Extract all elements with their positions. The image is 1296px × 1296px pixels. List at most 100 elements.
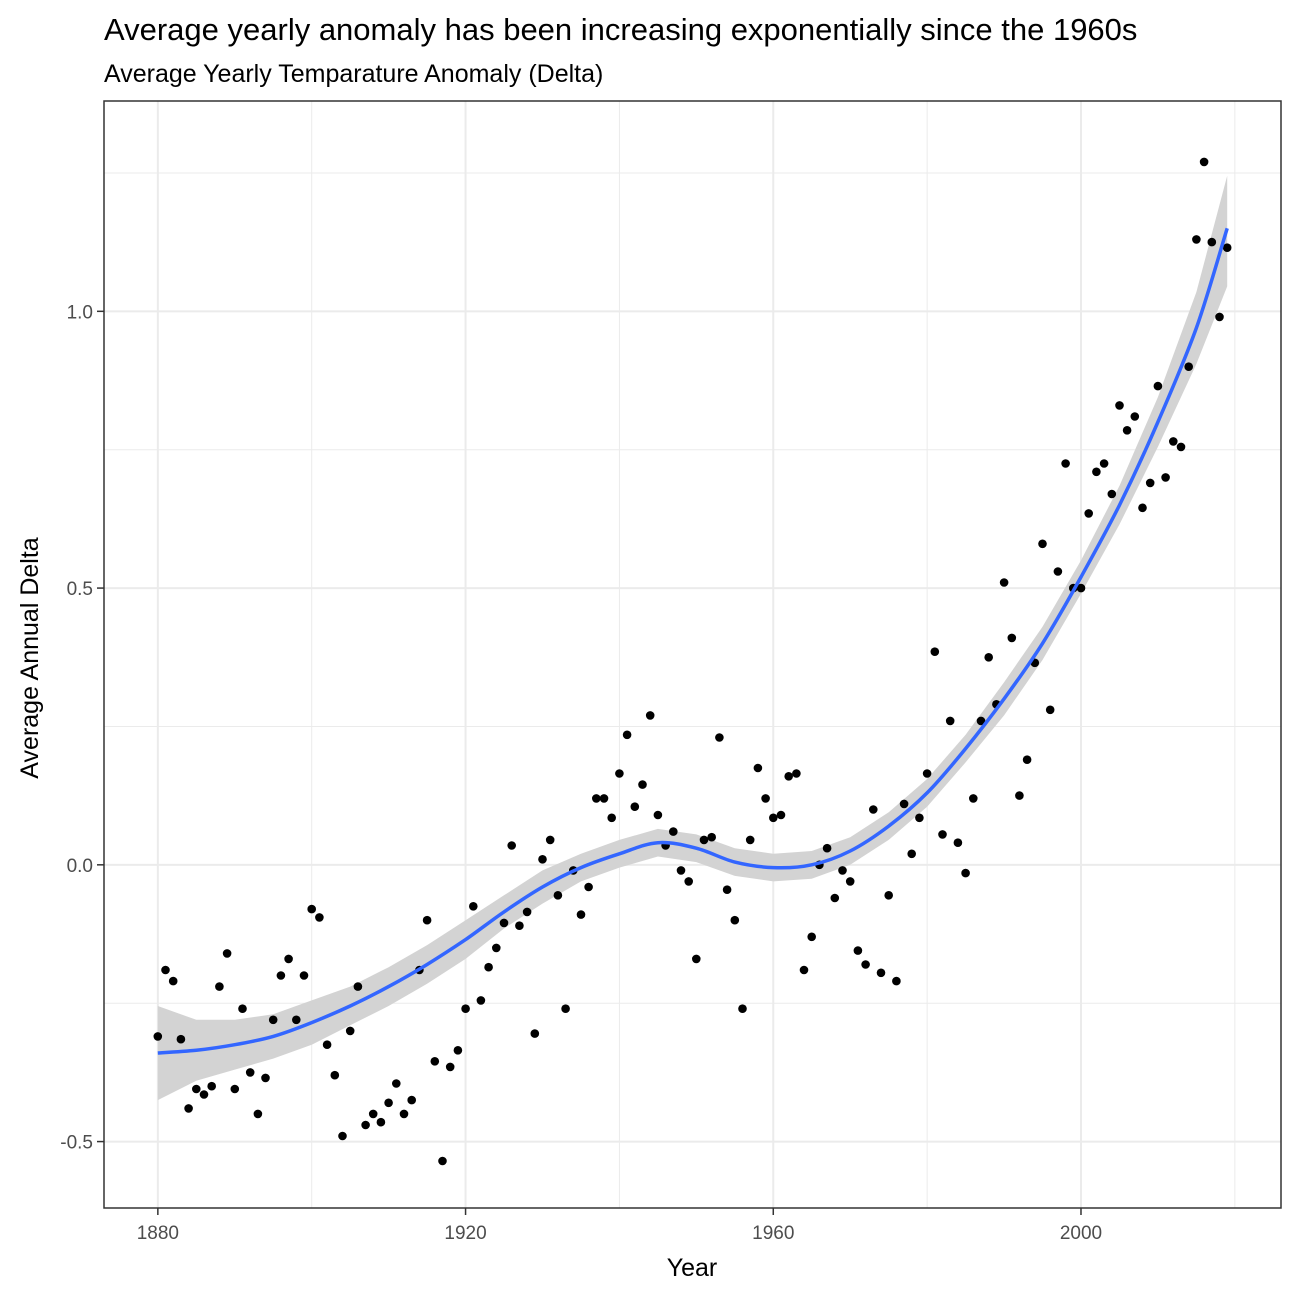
data-point-1924: [492, 943, 501, 953]
data-point-1937: [592, 794, 601, 803]
data-point-1943: [638, 780, 647, 789]
data-point-2019: [1222, 243, 1232, 252]
data-point-1917: [438, 1156, 447, 1166]
data-point-1928: [522, 907, 532, 917]
data-point-1913: [407, 1095, 417, 1105]
data-point-1986: [969, 794, 978, 803]
data-point-1911: [392, 1079, 401, 1088]
data-point-1909: [376, 1117, 386, 1127]
data-point-1891: [238, 1004, 247, 1013]
data-point-1960: [769, 813, 778, 823]
data-point-1953: [715, 733, 724, 742]
data-point-1922: [476, 996, 486, 1005]
data-point-1944: [645, 711, 655, 720]
data-point-1971: [853, 946, 863, 955]
panel-border: [103, 100, 1282, 1209]
data-point-1957: [745, 835, 755, 845]
data-point-2009: [1145, 478, 1155, 488]
data-point-1982: [938, 830, 947, 839]
data-point-2014: [1184, 362, 1193, 372]
y-tick-label-0: -0.5: [60, 1133, 93, 1154]
data-point-2003: [1099, 459, 1109, 468]
y-tick-label-1: 0.0: [67, 856, 93, 877]
data-point-1888: [215, 982, 224, 991]
data-point-1936: [584, 882, 593, 892]
data-point-1987: [976, 716, 986, 726]
data-point-2001: [1084, 509, 1093, 518]
data-point-1996: [1045, 705, 1055, 715]
data-point-2013: [1176, 442, 1186, 452]
x-axis-title: Year: [667, 1254, 718, 1282]
data-point-1886: [199, 1090, 209, 1099]
data-point-1907: [361, 1120, 370, 1130]
data-point-1974: [876, 968, 886, 978]
data-point-1910: [384, 1098, 393, 1108]
x-tick-label-1: 1920: [444, 1223, 486, 1244]
data-point-1988: [984, 653, 993, 662]
data-point-1983: [945, 716, 955, 726]
data-point-1884: [184, 1104, 193, 1113]
data-point-1932: [553, 891, 563, 900]
data-point-1993: [1022, 755, 1032, 764]
data-point-1898: [292, 1015, 301, 1025]
data-point-1970: [845, 877, 855, 886]
data-point-1949: [684, 877, 693, 886]
x-tick-label-2: 1960: [752, 1223, 794, 1244]
data-point-1905: [345, 1026, 355, 1036]
data-point-2007: [1130, 412, 1140, 421]
data-point-1942: [630, 802, 640, 811]
data-point-1945: [653, 810, 663, 820]
data-point-1889: [222, 949, 232, 958]
data-point-1926: [507, 841, 516, 850]
data-point-1990: [999, 578, 1009, 587]
data-point-1969: [838, 866, 847, 875]
data-point-1918: [445, 1062, 455, 1072]
data-point-1930: [538, 855, 547, 864]
data-point-1964: [799, 965, 809, 975]
data-point-1903: [330, 1070, 340, 1080]
data-point-1991: [1007, 633, 1017, 643]
data-point-1921: [469, 902, 478, 911]
data-point-1980: [922, 769, 932, 778]
data-point-1952: [707, 832, 716, 842]
data-point-1906: [353, 982, 363, 991]
data-point-1927: [515, 921, 524, 930]
data-point-1897: [284, 954, 293, 964]
data-point-1894: [261, 1073, 270, 1083]
data-point-2010: [1153, 381, 1163, 391]
data-point-2015: [1192, 235, 1201, 244]
data-point-1955: [730, 915, 740, 925]
data-point-1892: [245, 1068, 255, 1077]
data-point-2018: [1215, 312, 1224, 322]
data-point-1912: [399, 1109, 409, 1119]
data-point-1985: [961, 868, 970, 878]
data-point-1904: [338, 1131, 347, 1141]
data-point-1978: [907, 849, 916, 859]
data-point-1948: [676, 866, 686, 875]
data-point-1997: [1053, 567, 1063, 576]
data-point-1973: [869, 805, 878, 814]
data-point-1951: [699, 835, 709, 845]
data-point-1963: [792, 769, 801, 778]
data-point-1923: [484, 962, 493, 972]
data-point-2016: [1199, 157, 1209, 167]
x-tick-label-0: 1880: [137, 1223, 179, 1244]
data-point-1958: [753, 763, 763, 773]
data-point-1972: [861, 960, 870, 969]
data-point-1979: [915, 813, 924, 823]
y-tick-label-3: 1.0: [67, 302, 93, 323]
data-point-2000: [1076, 583, 1086, 593]
data-point-1880: [153, 1032, 163, 1041]
data-point-1992: [1015, 791, 1024, 800]
data-point-1954: [722, 885, 732, 894]
data-point-1885: [192, 1084, 201, 1094]
data-point-1962: [784, 772, 793, 781]
data-point-1925: [499, 918, 509, 928]
data-point-1882: [168, 976, 178, 986]
smooth-line: [157, 227, 1229, 1055]
data-point-1899: [299, 971, 309, 980]
data-point-2011: [1161, 473, 1170, 482]
data-point-1950: [692, 954, 701, 964]
data-point-2006: [1122, 426, 1132, 435]
